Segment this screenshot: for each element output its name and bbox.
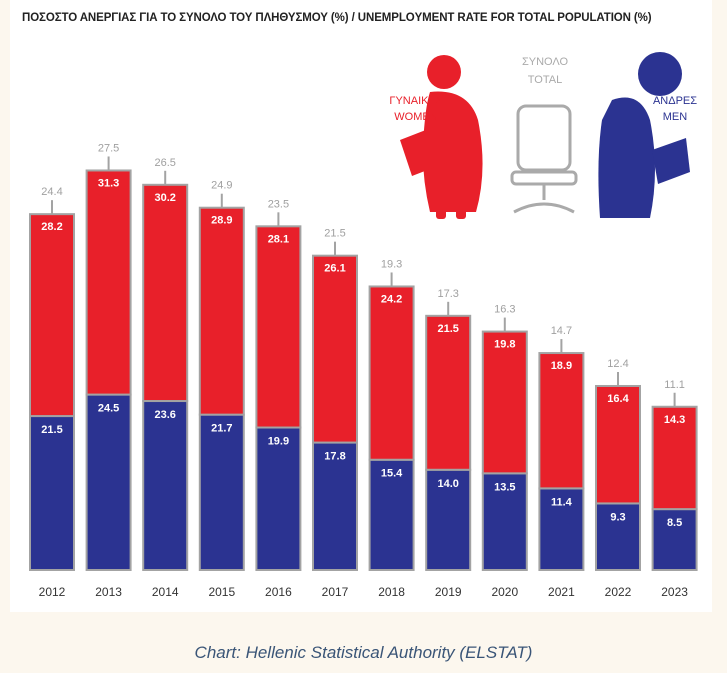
men-value-label: 14.0	[437, 478, 458, 490]
men-value-label: 21.5	[41, 424, 62, 436]
bar-men	[595, 502, 641, 571]
women-value-label: 19.8	[494, 339, 515, 351]
total-label: 12.4	[607, 358, 628, 370]
women-value-label: 30.2	[154, 192, 175, 204]
women-figure-icon	[400, 55, 483, 219]
bar-women	[142, 183, 189, 403]
total-label: 27.5	[98, 142, 119, 154]
bar-men	[198, 413, 245, 571]
x-tick-label: 2020	[491, 585, 518, 599]
total-label: 21.5	[324, 228, 345, 240]
bar-women	[312, 254, 358, 444]
men-value-label: 17.8	[324, 451, 345, 463]
bar-men	[142, 400, 189, 571]
bar-men	[85, 393, 132, 571]
total-label: 24.9	[211, 180, 232, 192]
men-value-label: 21.7	[211, 423, 232, 435]
legend-women-gr: ΓΥΝΑΙΚΕΣ	[389, 95, 442, 107]
bar-men	[29, 415, 75, 571]
total-label: 17.3	[437, 288, 458, 300]
x-tick-label: 2018	[378, 585, 405, 599]
women-value-label: 26.1	[324, 263, 345, 275]
women-value-label: 28.1	[268, 233, 289, 245]
men-value-label: 15.4	[381, 468, 403, 480]
women-value-label: 28.9	[211, 215, 232, 227]
x-tick-label: 2019	[435, 585, 462, 599]
total-label: 24.4	[41, 186, 62, 198]
men-value-label: 11.4	[551, 496, 573, 508]
bar-women	[651, 405, 698, 511]
men-value-label: 9.3	[610, 511, 625, 523]
men-value-label: 8.5	[667, 517, 682, 529]
x-tick-label: 2015	[208, 585, 235, 599]
legend-total-en: TOTAL	[528, 74, 562, 86]
women-value-label: 18.9	[551, 360, 572, 372]
legend-women-en: WOMEN	[394, 111, 437, 123]
x-tick-label: 2014	[152, 585, 179, 599]
legend-men-en: MEN	[663, 111, 688, 123]
total-label: 14.7	[551, 325, 572, 337]
bar-men	[368, 458, 415, 571]
women-value-label: 14.3	[664, 414, 685, 426]
bar-women	[481, 330, 528, 475]
bar-men	[651, 508, 698, 572]
men-value-label: 19.9	[268, 436, 289, 448]
bar-men	[255, 426, 302, 571]
bar-women	[198, 206, 245, 416]
x-tick-label: 2016	[265, 585, 292, 599]
total-label: 26.5	[154, 157, 175, 169]
x-tick-label: 2013	[95, 585, 122, 599]
men-value-label: 23.6	[154, 409, 175, 421]
total-label: 11.1	[664, 379, 685, 391]
chart-source-caption: Chart: Hellenic Statistical Authority (E…	[194, 643, 533, 662]
women-value-label: 24.2	[381, 293, 402, 305]
bar-women	[85, 169, 132, 396]
legend-total-gr: ΣΥΝΟΛΟ	[522, 56, 569, 68]
men-value-label: 24.5	[98, 403, 119, 415]
x-tick-label: 2012	[39, 585, 66, 599]
legend-men-gr: ΑΝΔΡΕΣ	[653, 95, 697, 107]
women-value-label: 16.4	[607, 393, 629, 405]
total-label: 23.5	[268, 198, 289, 210]
women-value-label: 31.3	[98, 177, 119, 189]
women-value-label: 28.2	[41, 221, 62, 233]
men-figure-icon	[598, 52, 690, 218]
women-value-label: 21.5	[437, 323, 458, 335]
bar-women	[425, 314, 472, 471]
bar-chart: 24.4 28.2 21.5 2012 27.5 31.3 24.5 2013 26.5 30.2…	[29, 52, 698, 599]
bar-women	[255, 225, 302, 429]
x-tick-label: 2021	[548, 585, 575, 599]
x-tick-label: 2022	[605, 585, 632, 599]
bar-women	[29, 213, 75, 418]
total-label: 19.3	[381, 258, 402, 270]
x-tick-label: 2023	[661, 585, 688, 599]
bar-women	[538, 352, 585, 490]
chair-icon	[510, 104, 578, 214]
x-tick-label: 2017	[322, 585, 349, 599]
total-label: 16.3	[494, 304, 515, 316]
men-value-label: 13.5	[494, 481, 515, 493]
bar-women	[368, 285, 415, 461]
chart-title: ΠΟΣΟΣΤΟ ΑΝΕΡΓΙΑΣ ΓΙΑ ΤΟ ΣΥΝΟΛΟ ΤΟΥ ΠΛΗΘΥ…	[22, 12, 652, 24]
